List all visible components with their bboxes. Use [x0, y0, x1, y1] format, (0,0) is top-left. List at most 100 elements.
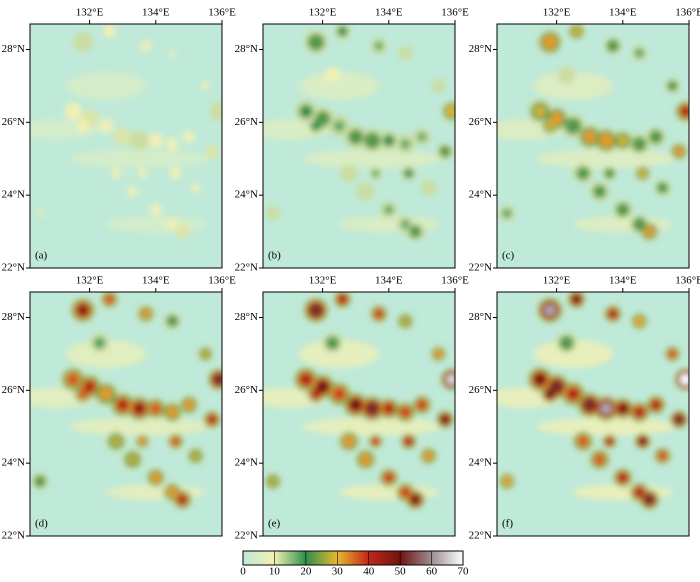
field-blob	[440, 414, 450, 424]
field-blob	[77, 305, 89, 316]
field-blob	[617, 472, 629, 484]
field-blob	[439, 145, 451, 158]
field-blob	[384, 472, 394, 483]
field-blob	[571, 26, 582, 36]
field-blob	[76, 119, 90, 133]
y-tick-label: 24°N	[235, 189, 258, 201]
field-blob	[73, 32, 93, 52]
field-blob	[534, 373, 546, 386]
x-tick-label: 136°E	[675, 7, 700, 19]
field-blob	[309, 303, 323, 317]
field-blob	[638, 437, 647, 446]
x-tick-label: 136°E	[208, 275, 236, 287]
y-tick-label: 28°N	[2, 43, 25, 55]
field-blob	[633, 486, 645, 498]
field-blob	[557, 66, 576, 84]
background	[30, 24, 222, 268]
field-layers	[263, 24, 455, 241]
field-blob	[78, 389, 88, 399]
field-blob	[35, 209, 45, 218]
y-tick-label: 22°N	[469, 262, 492, 274]
field-blob	[674, 414, 685, 425]
field-blob	[398, 46, 413, 61]
field-blob	[384, 204, 394, 215]
field-blob	[67, 374, 79, 385]
x-tick-label: 134°E	[142, 7, 170, 19]
y-tick-label: 22°N	[469, 530, 492, 542]
field-blob	[632, 136, 647, 152]
field-blob	[542, 34, 558, 50]
haze	[299, 71, 380, 100]
panel-label: (e)	[268, 518, 281, 530]
field-blob	[150, 472, 162, 484]
x-tick-label: 134°E	[375, 7, 403, 19]
colorbar-tick-label: 60	[426, 566, 438, 577]
field-blob	[99, 387, 113, 401]
y-tick-label: 24°N	[235, 457, 258, 469]
field-blob	[166, 315, 179, 328]
field-blob	[545, 121, 555, 131]
field-blob	[212, 373, 222, 386]
haze	[69, 149, 210, 168]
field-blob	[600, 402, 613, 415]
field-blob	[409, 225, 422, 238]
field-blob	[110, 167, 123, 180]
field-blob	[165, 137, 180, 151]
field-blob	[166, 486, 178, 498]
haze	[66, 71, 147, 100]
field-blob	[650, 399, 662, 411]
panel-label: (a)	[35, 250, 48, 262]
field-blob	[417, 400, 427, 410]
field-blob	[564, 117, 582, 135]
field-blob	[307, 34, 325, 51]
field-blob	[151, 403, 161, 414]
field-blob	[374, 41, 384, 51]
field-blob	[105, 295, 114, 304]
field-blob	[679, 105, 689, 118]
field-blob	[205, 144, 219, 159]
field-blob	[501, 476, 512, 487]
haze	[66, 339, 147, 368]
field-blob	[634, 48, 645, 58]
field-blob	[382, 134, 395, 147]
field-blob	[93, 337, 106, 349]
field-blob	[310, 388, 322, 400]
field-blob	[116, 398, 129, 412]
field-blob	[594, 454, 605, 465]
y-tick-label: 24°N	[2, 457, 25, 469]
field-blob	[333, 388, 345, 400]
field-blob	[643, 494, 655, 506]
field-blob	[634, 316, 645, 327]
haze	[533, 339, 614, 368]
field-blob	[166, 406, 179, 419]
x-tick-label: 132°E	[76, 7, 104, 19]
x-tick-label: 136°E	[441, 275, 469, 287]
field-blob	[607, 308, 618, 319]
field-blob	[403, 436, 414, 447]
field-blob	[400, 139, 411, 150]
field-blob	[134, 403, 145, 414]
y-tick-label: 26°N	[235, 384, 258, 396]
field-blob	[310, 120, 322, 132]
field-blob	[333, 120, 345, 132]
field-blob	[617, 403, 628, 414]
field-blob	[356, 182, 375, 201]
field-blob	[668, 349, 677, 358]
field-blob	[617, 135, 629, 146]
field-blob	[371, 169, 380, 178]
field-blob	[658, 451, 667, 461]
field-blob	[598, 133, 614, 149]
y-tick-label: 26°N	[2, 384, 25, 396]
colorbar-tick-label: 10	[269, 566, 281, 577]
y-tick-label: 22°N	[235, 262, 258, 274]
y-tick-label: 24°N	[469, 457, 492, 469]
x-tick-label: 132°E	[543, 7, 571, 19]
field-blob	[423, 450, 434, 462]
field-blob	[593, 185, 607, 198]
field-blob	[673, 146, 685, 157]
field-blob	[127, 454, 138, 465]
field-blob	[365, 401, 379, 416]
y-tick-label: 22°N	[2, 262, 25, 274]
field	[30, 24, 222, 268]
